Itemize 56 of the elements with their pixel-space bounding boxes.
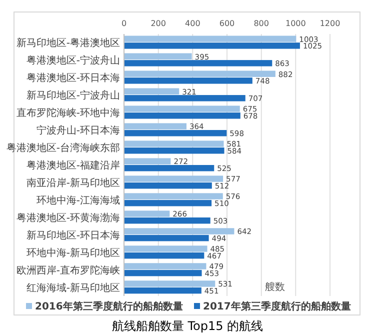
bar	[124, 42, 300, 49]
y-tick-label: 欧洲西岸-直布罗陀海峡	[16, 264, 120, 276]
y-tick-label: 粤港澳地区-环日本海	[26, 72, 120, 84]
bar	[124, 158, 171, 164]
y-tick-label: 环地中海-江海海域	[36, 194, 120, 206]
y-tick-label: 南亚沿岸-新马印地区	[26, 176, 120, 189]
bar	[124, 287, 202, 294]
text: 航线船舶数量 Top15 的航线	[112, 319, 264, 333]
y-tick-label: 粤港澳地区-福建沿岸	[26, 160, 120, 172]
bar	[124, 36, 296, 42]
bar	[124, 217, 210, 224]
x-tick-label: 200	[150, 19, 166, 28]
bar	[124, 78, 252, 84]
y-tick-label: 新马印地区-宁波舟山	[26, 90, 120, 102]
bar	[124, 252, 204, 259]
bar	[124, 88, 180, 94]
bar	[124, 176, 224, 182]
bar	[124, 210, 170, 217]
bar	[124, 123, 186, 130]
bar	[124, 148, 224, 154]
y-tick-label: 直布罗陀海峡-环地中海	[16, 107, 120, 120]
x-tick-label: 400	[185, 19, 200, 28]
bar	[124, 140, 224, 147]
bar	[124, 263, 206, 270]
y-tick-label: 新马印地区-粤港澳地区	[16, 37, 120, 50]
x-tick-label: 1200	[320, 19, 340, 28]
bar	[124, 280, 216, 287]
bar	[124, 53, 192, 60]
bar	[124, 193, 223, 200]
bar	[124, 246, 208, 252]
x-tick-label: 600	[219, 19, 235, 28]
x-axis-title: 艘数	[265, 281, 285, 293]
bar	[124, 95, 246, 102]
bar	[124, 165, 214, 172]
y-tick-label: 粤港澳地区-宁波舟山	[26, 54, 120, 67]
legend-label: 2017年第三季度航行的船舶数量	[203, 300, 351, 312]
y-tick-label: 新马印地区-环日本海	[26, 229, 120, 242]
bar	[124, 200, 212, 206]
bar	[124, 70, 276, 77]
y-tick-label: 宁波舟山-环日本海	[36, 124, 120, 137]
bar	[124, 182, 212, 189]
bar	[124, 60, 272, 66]
bar	[124, 112, 240, 119]
bar	[124, 270, 202, 276]
bar	[124, 106, 240, 112]
y-tick-label: 红海海域-新马印地区	[26, 282, 120, 294]
x-tick-label: 0	[121, 19, 127, 28]
y-tick-label: 粤港澳地区-台湾海峡东部	[6, 142, 120, 154]
x-tick-label: 1000	[285, 19, 306, 28]
y-tick-label: 粤港澳地区-环黄海渤海	[16, 212, 120, 224]
bar	[124, 234, 209, 242]
bar	[124, 228, 234, 234]
y-tick-label: 环地中海-新马印地区	[26, 246, 120, 259]
bar	[124, 130, 227, 136]
x-tick-label: 800	[254, 19, 269, 28]
legend-label: 2016年第三季度航行的船舶数量	[35, 300, 183, 312]
